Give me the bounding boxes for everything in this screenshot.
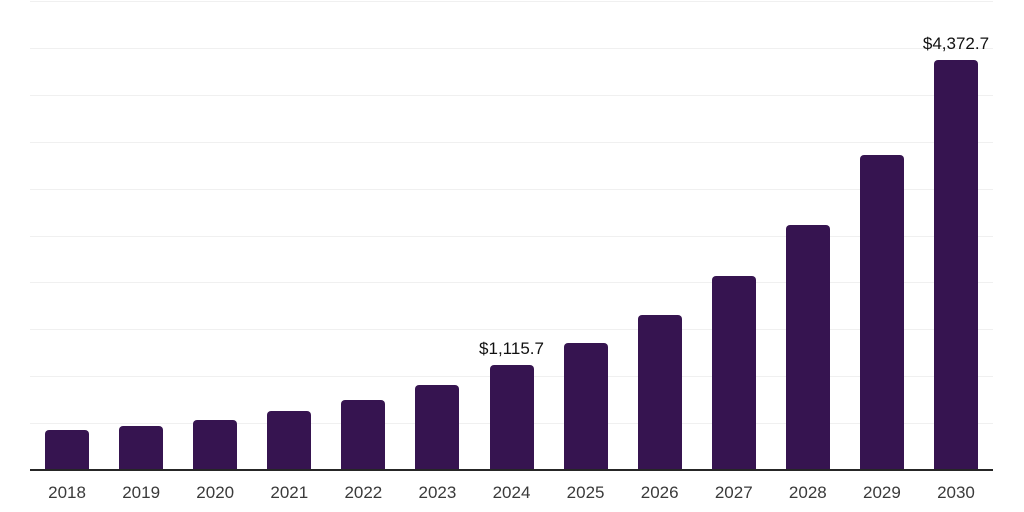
bar-2028 [785,225,830,470]
bar-band-2023 [400,1,474,470]
bar-band-2027 [697,1,771,470]
gridline [30,188,993,190]
x-label-2023: 2023 [418,483,457,502]
x-label-2025: 2025 [566,483,605,502]
bar-2030 [933,59,978,470]
value-label-2030: $4,372.7 [922,33,990,53]
x-axis-line [30,469,993,471]
x-label-2026: 2026 [640,483,679,502]
x-axis-labels: 2018 2019 2020 2021 2022 2023 2024 2025 2026 2027… [30,483,993,503]
x-label-2028: 2028 [788,483,827,502]
bar-2020 [193,420,238,470]
bar-band-2018 [30,1,104,470]
gridline [30,47,993,49]
gridline [30,329,993,331]
x-label-2020: 2020 [196,483,235,502]
bar-2018 [45,430,90,470]
bar-band-2029 [845,1,919,470]
bar-2027 [711,275,756,470]
bar-2024 [489,365,534,470]
x-label-2024: 2024 [492,483,531,502]
x-label-2019: 2019 [122,483,161,502]
bar-band-2028 [771,1,845,470]
x-label-2021: 2021 [270,483,309,502]
gridline [30,282,993,284]
bar-2029 [859,154,904,470]
plot-area: $1,115.7 $4,372.7 [30,1,993,471]
x-label-2022: 2022 [344,483,383,502]
bar-band-2024: $1,115.7 [474,1,548,470]
x-label-2027: 2027 [714,483,753,502]
bar-2025 [563,343,608,470]
bar-band-2026 [623,1,697,470]
bar-2022 [341,400,386,470]
bar-band-2021 [252,1,326,470]
bars-layer: $1,115.7 $4,372.7 [30,1,993,470]
bar-2019 [119,425,164,470]
bar-band-2019 [104,1,178,470]
gridline [30,1,993,2]
bar-2023 [415,385,460,470]
bar-2026 [637,315,682,470]
gridline [30,141,993,143]
x-label-2030: 2030 [937,483,975,502]
x-label-2029: 2029 [862,483,901,502]
gridline [30,235,993,237]
bar-2021 [267,411,312,470]
x-label-2018: 2018 [48,483,86,502]
gridline [30,94,993,96]
bar-band-2030: $4,372.7 [919,1,993,470]
bar-band-2022 [326,1,400,470]
bar-band-2025 [549,1,623,470]
value-label-2024: $1,115.7 [479,339,544,359]
bar-band-2020 [178,1,252,470]
